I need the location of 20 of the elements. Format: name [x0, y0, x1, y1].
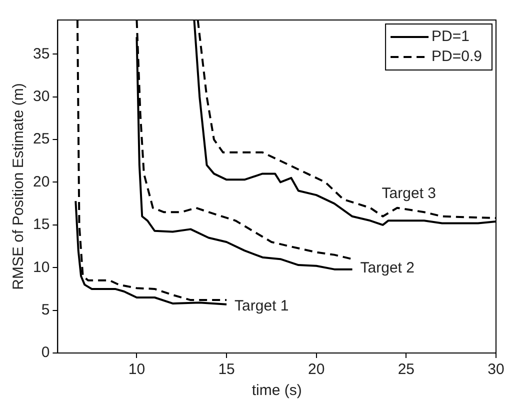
y-tick-label: 20: [32, 173, 50, 190]
y-tick-label: 0: [41, 344, 50, 362]
annotation: Target 1: [234, 297, 289, 314]
annotation: Target 2: [360, 259, 414, 276]
y-tick-label: 5: [41, 301, 50, 318]
y-axis-title: RMSE of Position Estimate (m): [10, 83, 28, 290]
y-tick-label: 25: [32, 130, 50, 148]
y-tick-label: 15: [32, 216, 50, 234]
annotation: Target 3: [382, 185, 436, 202]
y-tick-label: 10: [32, 258, 50, 276]
x-axis-title: time (s): [252, 382, 302, 400]
y-tick-label: 30: [32, 88, 50, 105]
legend-label: PD=1: [432, 28, 470, 46]
x-tick-label: 30: [488, 361, 504, 378]
legend-label: PD=0.9: [432, 48, 482, 66]
x-tick-label: 15: [218, 361, 235, 378]
x-tick-label: 25: [398, 361, 415, 378]
x-tick-label: 10: [128, 361, 146, 378]
x-tick-label: 20: [308, 361, 325, 378]
y-tick-label: 35: [32, 45, 50, 62]
